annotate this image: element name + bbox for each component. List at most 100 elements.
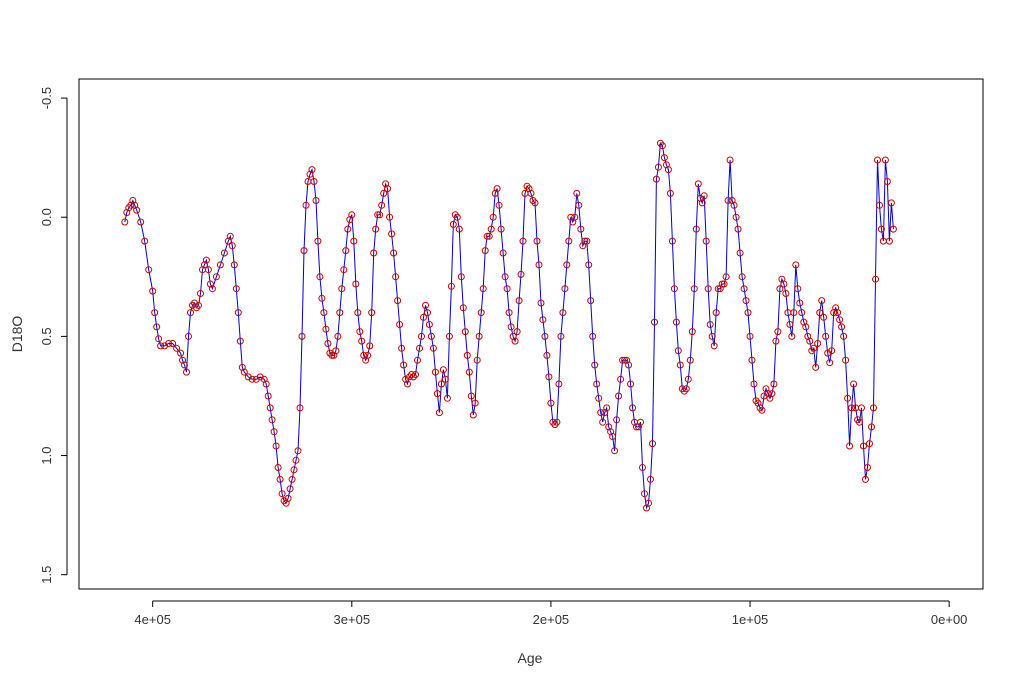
data-point [654,163,662,171]
data-point [270,428,278,436]
data-point [312,197,320,204]
data-point [820,313,828,321]
data-point [603,404,611,412]
data-point [794,285,802,293]
data-point [420,313,427,321]
data-point [818,297,826,305]
data-point [802,323,810,331]
data-point [535,261,543,269]
data-point [700,192,708,200]
data-point [625,361,633,369]
data-point [266,404,274,412]
data-point [396,321,404,328]
data-point [838,323,846,331]
data-point [388,230,396,238]
data-point [206,280,214,288]
data-point [740,285,748,293]
data-point [766,394,774,402]
data-point [274,464,282,471]
data-point [812,363,820,371]
data-point [181,361,188,369]
data-point [527,189,535,197]
data-point [268,416,276,424]
data-point [497,225,505,233]
x-axis-label: Age [518,650,543,666]
data-point [651,318,658,326]
data-point [732,213,740,221]
data-point [284,494,292,502]
data-point [453,213,461,221]
data-point [571,213,579,221]
data-point [296,404,304,412]
data-point [637,418,644,426]
data-point [716,285,724,293]
data-point [664,166,672,174]
data-point [314,237,322,245]
data-point [810,344,818,352]
data-point [575,201,583,209]
data-point [306,170,314,178]
data-point [744,309,752,317]
data-point [611,447,619,455]
data-point [177,349,185,357]
data-point [710,342,718,350]
data-point [137,218,145,226]
data-point [145,266,153,274]
data-point [742,297,750,305]
data-point [292,456,300,464]
data-point [864,464,871,471]
data-point [605,423,613,431]
data-point [828,347,836,355]
data-point [814,340,822,347]
data-point [185,332,192,340]
data-point [702,237,710,245]
data-point [216,261,224,269]
data-point [826,359,834,367]
data-point [308,166,316,174]
data-point [846,442,854,450]
data-point [300,247,308,255]
data-point [479,285,487,293]
data-point [547,399,555,407]
data-point [141,237,149,245]
data-point [392,273,400,281]
data-point [615,392,623,400]
y-tick-label: 0.5 [39,327,54,345]
data-point [382,180,390,188]
data-point [394,297,402,305]
data-point [868,423,875,431]
data-point [587,297,595,305]
data-point [505,309,513,317]
data-point [688,328,696,336]
data-point [537,299,545,307]
data-point [840,332,848,340]
data-point [493,185,501,193]
data-point [354,309,362,317]
data-point [619,356,627,364]
y-tick-label: 0.0 [39,208,54,226]
data-point [340,266,348,274]
data-point [834,309,842,317]
data-point [202,256,210,264]
data-point [352,280,360,288]
data-point [617,375,625,383]
data-point [294,447,302,455]
data-point [195,301,202,309]
data-point [597,409,605,417]
data-point [782,290,790,297]
data-point [467,392,475,400]
data-point [364,351,372,359]
data-point [435,409,443,417]
data-point [509,332,517,340]
data-point [561,285,569,293]
data-point [469,411,477,419]
data-point [173,344,181,352]
data-point [372,225,380,233]
data-point [517,270,525,278]
data-point [660,154,668,162]
data-point [858,404,865,412]
y-tick-label: -0.5 [39,87,54,109]
data-point [437,380,445,388]
data-point [860,442,867,450]
